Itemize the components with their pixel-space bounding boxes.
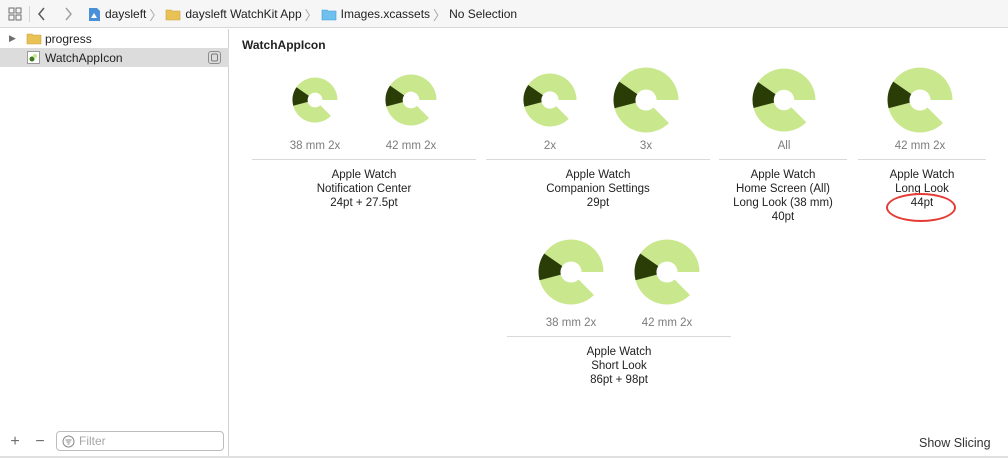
group-line-text: 86pt + 98pt xyxy=(590,374,648,386)
crumb-label: Images.xcassets xyxy=(340,7,431,21)
crumb-selection[interactable]: No Selection xyxy=(449,7,517,21)
crumb-separator-icon: 〉 xyxy=(149,7,163,23)
filter-field[interactable] xyxy=(56,431,224,451)
crumb-label: daysleft xyxy=(105,7,147,21)
group-line-text: Companion Settings xyxy=(546,183,650,195)
sidebar-footer: + − xyxy=(0,429,229,458)
add-icon[interactable]: + xyxy=(10,433,20,450)
related-items-icon[interactable] xyxy=(6,4,24,24)
group-line-text: 29pt xyxy=(586,197,610,209)
app-icon-image xyxy=(363,71,459,129)
group-line-text: Apple Watch xyxy=(889,169,955,181)
group-line-text: Apple Watch xyxy=(331,169,397,181)
crumb-project[interactable]: daysleft xyxy=(88,7,146,22)
crumb-label: No Selection xyxy=(449,7,518,21)
group-divider xyxy=(719,159,847,160)
group-divider xyxy=(507,336,731,337)
app-icon xyxy=(887,67,953,133)
group-line-text: Home Screen (All) xyxy=(736,183,830,195)
project-icon xyxy=(88,7,101,22)
slot-label: 3x xyxy=(639,140,653,152)
crumb-label: daysleft WatchKit App xyxy=(185,7,302,21)
group-line-text: Apple Watch xyxy=(565,169,631,181)
group-line-text: Long Look (38 mm) xyxy=(733,197,833,209)
group-divider xyxy=(486,159,710,160)
crumb-group[interactable]: daysleft WatchKit App xyxy=(165,7,302,21)
asset-catalog-folder-icon xyxy=(321,8,337,21)
slot-label: 38 mm 2x xyxy=(289,140,341,152)
sidebar-item-label: WatchAppIcon xyxy=(45,50,123,65)
group-home-screen: Apple Watch Home Screen (All) Long Look … xyxy=(719,168,847,224)
group-companion-settings: Apple Watch Companion Settings 29pt xyxy=(486,168,710,210)
app-icon xyxy=(634,239,700,305)
crumb-asset-catalog[interactable]: Images.xcassets xyxy=(321,7,430,21)
crumb-separator-icon: 〉 xyxy=(304,7,318,23)
folder-icon xyxy=(26,32,42,45)
show-slicing-button[interactable]: Show Slicing xyxy=(919,436,991,450)
forward-chevron-icon[interactable] xyxy=(60,4,76,24)
group-line-text: Apple Watch xyxy=(750,169,816,181)
app-icon xyxy=(752,68,816,132)
sidebar-item-label: progress xyxy=(45,31,92,46)
app-icon-image xyxy=(598,67,694,133)
app-icon xyxy=(292,77,338,123)
group-line-text: Short Look xyxy=(591,360,647,372)
slot-label: 42 mm 2x xyxy=(894,140,946,152)
slot-label: 38 mm 2x xyxy=(545,317,597,329)
group-line-text: Notification Center xyxy=(316,183,412,195)
group-notification-center: Apple Watch Notification Center 24pt + 2… xyxy=(252,168,476,210)
slot-label: All xyxy=(777,140,791,152)
group-divider xyxy=(252,159,476,160)
divider xyxy=(29,6,30,22)
page-title: WatchAppIcon xyxy=(242,38,326,52)
app-icon xyxy=(613,67,679,133)
app-icon-image xyxy=(502,71,598,129)
filter-input[interactable] xyxy=(79,434,219,448)
remove-icon[interactable]: − xyxy=(35,433,45,450)
app-icon-set-icon xyxy=(27,51,40,64)
asset-sidebar: ▶ progress WatchAppIcon + − xyxy=(0,29,229,458)
highlight-annotation xyxy=(886,193,956,222)
sidebar-item-progress[interactable]: ▶ progress xyxy=(0,29,229,48)
watch-badge-icon xyxy=(208,51,221,64)
disclosure-triangle-icon[interactable]: ▶ xyxy=(9,33,16,43)
breadcrumb: daysleft 〉 daysleft WatchKit App 〉 Image… xyxy=(88,6,517,23)
app-icon-image xyxy=(736,67,832,133)
group-short-look: Apple Watch Short Look 86pt + 98pt xyxy=(507,345,731,387)
group-divider xyxy=(858,159,986,160)
asset-editor: WatchAppIcon 38 mm 2x 42 mm 2x 2x 3x All xyxy=(230,29,1008,458)
app-icon-image xyxy=(872,67,968,133)
filter-icon xyxy=(62,435,75,448)
app-icon-image xyxy=(267,71,363,129)
app-icon-image xyxy=(523,239,619,305)
group-line-text: Long Look xyxy=(895,183,949,195)
group-line-text: Apple Watch xyxy=(586,346,652,358)
crumb-separator-icon: 〉 xyxy=(433,7,447,23)
folder-icon xyxy=(165,8,181,21)
group-line-text: 24pt + 27.5pt xyxy=(330,197,398,209)
jump-bar: daysleft 〉 daysleft WatchKit App 〉 Image… xyxy=(0,0,1008,28)
sidebar-item-watchappicon[interactable]: WatchAppIcon xyxy=(0,48,229,67)
app-icon xyxy=(538,239,604,305)
window-bottom-edge xyxy=(0,456,1008,458)
slot-label: 2x xyxy=(543,140,557,152)
slot-label: 42 mm 2x xyxy=(641,317,693,329)
app-icon xyxy=(523,73,577,127)
group-line-text: 40pt xyxy=(771,211,795,223)
app-icon-image xyxy=(619,239,715,305)
slot-label: 42 mm 2x xyxy=(385,140,437,152)
app-icon xyxy=(385,74,437,126)
back-chevron-icon[interactable] xyxy=(34,4,50,24)
